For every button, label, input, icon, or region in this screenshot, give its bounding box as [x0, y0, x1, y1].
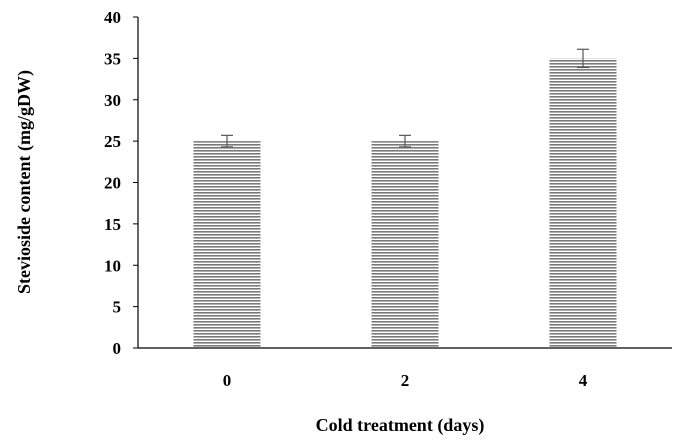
x-tick-label: 2	[401, 371, 410, 390]
x-tick-label: 4	[579, 371, 588, 390]
y-tick-label: 0	[113, 339, 122, 358]
bar-2	[371, 141, 439, 348]
x-tick-label: 0	[223, 371, 232, 390]
bar-4	[549, 58, 617, 348]
y-tick-label: 40	[104, 8, 121, 27]
y-tick-label: 30	[104, 91, 121, 110]
x-axis-ticks: 0 2 4	[223, 371, 588, 390]
y-tick-label: 15	[104, 215, 121, 234]
bar-0	[193, 141, 261, 348]
y-tick-label: 25	[104, 132, 121, 151]
y-tick-label: 5	[113, 298, 122, 317]
bars	[193, 58, 617, 348]
y-axis-ticks: 0 5 10 15 20 25 30 35 40	[104, 8, 138, 358]
y-tick-label: 20	[104, 174, 121, 193]
y-axis-title: Stevioside content (mg/gDW)	[14, 70, 35, 294]
y-tick-label: 35	[104, 49, 121, 68]
x-axis-title: Cold treatment (days)	[316, 415, 485, 436]
error-bars	[221, 48, 589, 148]
y-tick-label: 10	[104, 256, 121, 275]
